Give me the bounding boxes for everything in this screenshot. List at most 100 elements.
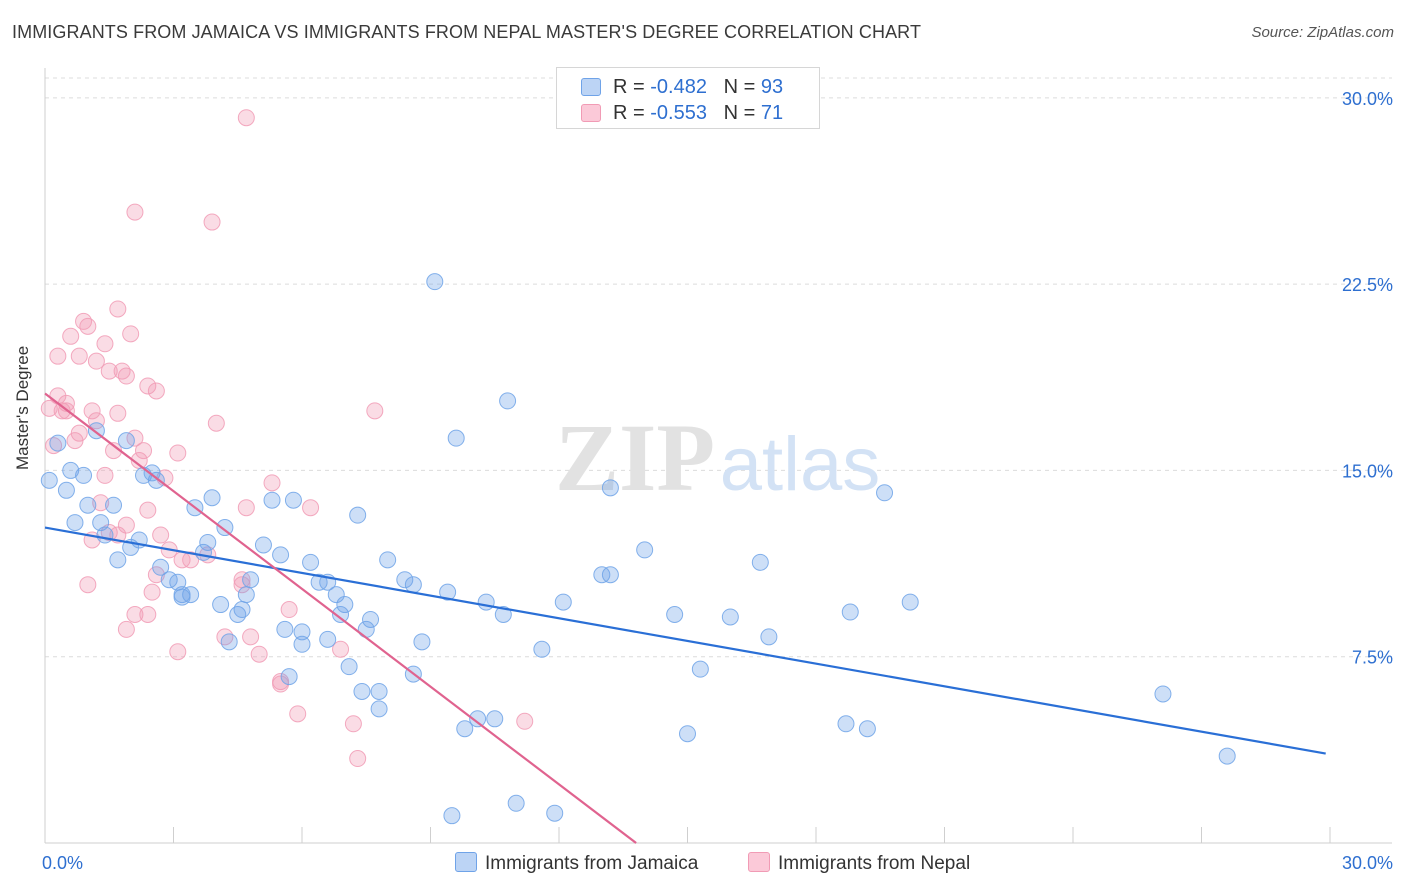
nepal-point — [280, 601, 298, 619]
nepal-point — [62, 327, 80, 345]
jamaica-point — [220, 633, 238, 651]
jamaica-point — [75, 466, 93, 484]
jamaica-point — [494, 605, 512, 623]
jamaica-point — [499, 392, 517, 410]
jamaica-point — [327, 586, 345, 604]
nepal-point — [79, 576, 97, 594]
jamaica-point — [96, 526, 114, 544]
jamaica-point — [62, 461, 80, 479]
legend-text-jamaica: R = -0.482 N = 93 — [613, 76, 783, 99]
nepal-point — [117, 516, 135, 534]
jamaica-point — [601, 479, 619, 497]
nepal-point — [263, 474, 281, 492]
trend-lines — [44, 392, 1326, 844]
nepal-point — [207, 414, 225, 432]
jamaica-point — [636, 541, 654, 559]
legend-n-value: 71 — [760, 102, 784, 124]
watermark-atlas: atlas — [720, 422, 881, 507]
jamaica-point — [336, 596, 354, 614]
jamaica-point — [216, 519, 234, 537]
legend-r-label: R = — [613, 76, 651, 98]
nepal-point — [237, 499, 255, 517]
legend-text-nepal: R = -0.553 N = 71 — [613, 102, 783, 125]
nepal-point — [182, 551, 200, 569]
jamaica-point — [353, 682, 371, 700]
jamaica-point — [293, 623, 311, 641]
jamaica-point — [760, 628, 778, 646]
nepal-point — [152, 526, 170, 544]
jamaica-point — [507, 794, 525, 812]
jamaica-point — [379, 551, 397, 569]
jamaica-point — [721, 608, 739, 626]
jamaica-point — [280, 668, 298, 686]
nepal-point — [79, 317, 97, 335]
grid-lines — [45, 77, 1392, 658]
legend-r-value: -0.553 — [650, 102, 707, 124]
nepal-point — [169, 444, 187, 462]
nepal-point — [233, 576, 251, 594]
jamaica-point — [332, 605, 350, 623]
jamaica-point — [426, 273, 444, 291]
jamaica-point — [533, 640, 551, 658]
jamaica-point — [349, 506, 367, 524]
nepal-point — [242, 628, 260, 646]
legend-swatch-jamaica — [581, 78, 601, 96]
bottom-legend-label-nepal: Immigrants from Nepal — [778, 853, 971, 874]
nepal-point — [272, 675, 290, 693]
nepal-point — [366, 402, 384, 420]
jamaica-point — [370, 682, 388, 700]
jamaica-point — [370, 700, 388, 718]
nepal-point — [92, 494, 110, 512]
jamaica-point — [79, 496, 97, 514]
jamaica-point — [876, 484, 894, 502]
nepal-point — [147, 382, 165, 400]
jamaica-point — [233, 601, 251, 619]
nepal-point — [349, 750, 367, 768]
correlation-legend: R = -0.482 N = 93 R = -0.553 N = 71 — [556, 67, 820, 129]
jamaica-point — [486, 710, 504, 728]
nepal-point — [143, 583, 161, 601]
jamaica-point — [310, 573, 328, 591]
jamaica-point — [396, 571, 414, 589]
jamaica-point — [340, 658, 358, 676]
y-tick-label: 30.0% — [1342, 89, 1393, 109]
jamaica-point — [319, 630, 337, 648]
series-nepal-points — [40, 109, 534, 768]
tick-labels: 7.5% 15.0% 22.5% 30.0% 0.0% 30.0% — [42, 89, 1393, 873]
nepal-point — [169, 643, 187, 661]
jamaica-point — [237, 586, 255, 604]
legend-n-label: N = — [723, 76, 761, 98]
jamaica-point — [554, 593, 572, 611]
nepal-point — [96, 466, 114, 484]
jamaica-point — [117, 432, 135, 450]
y-tick-label: 15.0% — [1342, 461, 1393, 481]
nepal-point — [250, 645, 268, 663]
x-tick-label-max: 30.0% — [1342, 853, 1393, 873]
y-tick-label: 22.5% — [1342, 275, 1393, 295]
jamaica-point — [254, 536, 272, 554]
jamaica-point — [152, 558, 170, 576]
trend-line-jamaica — [44, 526, 1326, 755]
jamaica-point — [203, 489, 221, 507]
bottom-legend-jamaica: Immigrants from Jamaica — [455, 852, 698, 875]
jamaica-point — [477, 593, 495, 611]
nepal-point — [109, 300, 127, 318]
bottom-legend-swatch-nepal — [748, 852, 770, 872]
source-label: Source: ZipAtlas.com — [1251, 24, 1394, 41]
legend-n-value: 93 — [760, 76, 784, 98]
jamaica-point — [751, 553, 769, 571]
jamaica-point — [469, 710, 487, 728]
watermark-zip: ZIP — [555, 404, 715, 511]
nepal-point — [117, 367, 135, 385]
chart-title: IMMIGRANTS FROM JAMAICA VS IMMIGRANTS FR… — [12, 22, 922, 42]
nepal-point — [139, 501, 157, 519]
nepal-point — [126, 203, 144, 221]
nepal-point — [40, 399, 58, 417]
nepal-point — [126, 605, 144, 623]
jamaica-point — [293, 635, 311, 653]
jamaica-point — [901, 593, 919, 611]
nepal-point — [117, 620, 135, 638]
y-tick-label: 7.5% — [1352, 648, 1393, 668]
jamaica-point — [263, 491, 281, 509]
